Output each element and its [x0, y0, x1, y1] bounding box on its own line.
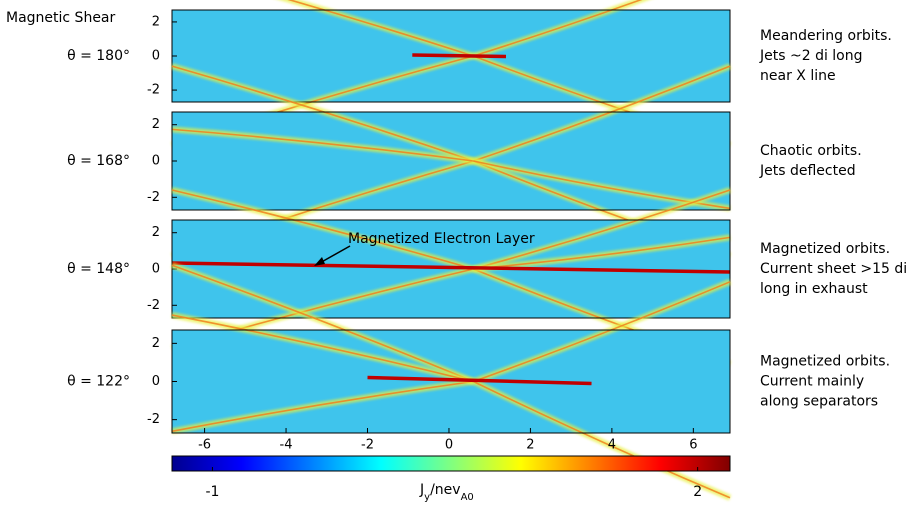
y-tick-label: 2 — [152, 225, 160, 240]
y-tick-label: 0 — [152, 374, 160, 389]
separatrix — [473, 189, 731, 270]
y-tick-label: 2 — [152, 336, 160, 351]
colorbar-label-part: J — [419, 482, 424, 498]
heatmap-panel — [170, 262, 732, 501]
panel-label: θ = 180° — [67, 48, 130, 64]
separatrix — [171, 189, 474, 270]
colorbar-label-part: /nev — [430, 482, 461, 498]
separatrix — [473, 281, 731, 383]
y-tick-label: 2 — [152, 117, 160, 132]
current-sheet — [171, 261, 731, 274]
separatrix — [171, 264, 474, 383]
x-tick-label: 2 — [526, 438, 534, 453]
colorbar-label-part: y — [424, 492, 430, 503]
panel-description: Current sheet >15 di — [760, 261, 907, 277]
header: Magnetic Shear — [6, 10, 116, 26]
panel-description: Chaotic orbits. — [760, 143, 862, 159]
panel-label: θ = 148° — [67, 261, 130, 277]
panel-description: Meandering orbits. — [760, 28, 892, 44]
x-tick-label: 0 — [445, 438, 453, 453]
panel-description: Magnetized orbits. — [760, 354, 890, 370]
separatrix — [171, 128, 474, 162]
y-tick-label: -2 — [147, 412, 160, 427]
panel-label: θ = 122° — [67, 374, 130, 390]
panel-description: long in exhaust — [760, 281, 868, 297]
y-tick-label: 0 — [152, 262, 160, 277]
panel-description: Jets deflected — [759, 163, 856, 179]
current-sheet — [412, 53, 507, 59]
current-sheet — [367, 375, 592, 386]
y-tick-label: 0 — [152, 49, 160, 64]
heatmap-panel — [171, 187, 731, 367]
panel-description: near X line — [760, 68, 836, 84]
separatrix — [473, 380, 731, 499]
separatrix — [473, 236, 731, 270]
annotation: Magnetized Electron Layer — [348, 231, 535, 247]
panel-description: Current mainly — [760, 374, 864, 390]
y-tick-label: 2 — [152, 14, 160, 29]
annotation-arrowhead — [314, 257, 325, 266]
x-tick-label: 6 — [689, 438, 697, 453]
panel-label: θ = 168° — [67, 153, 130, 169]
separatrix — [473, 0, 643, 57]
panel-description: Jets ~2 di long — [759, 48, 863, 64]
colorbar-tick-label: 2 — [693, 484, 702, 500]
x-tick-label: -2 — [361, 438, 374, 453]
separatrix — [287, 0, 474, 57]
colorbar — [171, 455, 731, 472]
separatrix — [473, 65, 731, 162]
y-tick-label: -2 — [147, 83, 160, 98]
colorbar-label: Jy/nevA0 — [419, 482, 474, 503]
colorbar-tick-label: -1 — [205, 484, 219, 500]
panel-description: along separators — [760, 394, 878, 410]
x-tick-label: -4 — [280, 438, 293, 453]
separatrix — [171, 380, 474, 433]
colorbar-label-part: A0 — [461, 492, 474, 503]
x-tick-label: 4 — [608, 438, 616, 453]
y-tick-label: -2 — [147, 298, 160, 313]
x-tick-label: -6 — [198, 438, 211, 453]
y-tick-label: -2 — [147, 190, 160, 205]
y-tick-label: 0 — [152, 154, 160, 169]
separatrix — [171, 314, 474, 383]
panel-description: Magnetized orbits. — [760, 241, 890, 257]
